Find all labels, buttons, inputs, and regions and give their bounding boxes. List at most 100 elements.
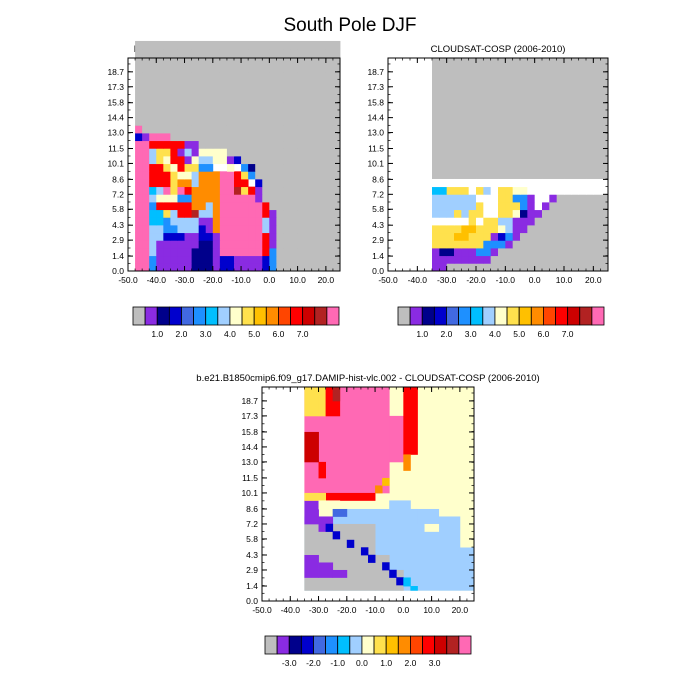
heatmap-cell (262, 79, 270, 88)
heatmap-cell (262, 178, 270, 188)
colorbar-swatch (290, 306, 304, 326)
heatmap-cell (468, 186, 477, 195)
heatmap-cell (234, 194, 242, 203)
heatmap-cell (283, 71, 291, 80)
colorbar-swatch (458, 635, 472, 655)
heatmap-cell (476, 232, 484, 241)
heatmap-cell (191, 140, 200, 149)
heatmap-cell (248, 48, 256, 57)
heatmap-cell (461, 201, 470, 211)
heatmap-cell (212, 171, 221, 180)
heatmap-cell (375, 554, 390, 591)
heatmap-cell (163, 109, 171, 119)
heatmap-cell (311, 109, 320, 119)
heatmap-cell (205, 171, 214, 180)
heatmap-cell (212, 248, 221, 257)
heatmap-cell (198, 48, 207, 57)
heatmap-cell (149, 224, 157, 234)
heatmap-cell (149, 240, 157, 249)
heatmap-cell (534, 240, 543, 249)
heatmap-cell (212, 109, 221, 119)
heatmap-cell (564, 263, 572, 272)
heatmap-cell (468, 209, 477, 218)
heatmap-cell (571, 232, 580, 241)
heatmap-cell (276, 79, 284, 88)
y-tick-label: 13.0 (367, 128, 384, 138)
heatmap-cell (191, 201, 200, 211)
heatmap-cell (163, 102, 171, 111)
colorbar-swatch (276, 635, 290, 655)
heatmap-cell (184, 117, 192, 126)
heatmap-cell (184, 255, 192, 264)
heatmap-cell (255, 148, 263, 157)
heatmap-cell (241, 194, 249, 203)
heatmap-cell (290, 155, 298, 165)
heatmap-cells (304, 387, 475, 591)
heatmap-cell (403, 454, 411, 471)
heatmap-cell (156, 209, 164, 218)
heatmap-cell (198, 240, 207, 249)
heatmap-cell (142, 201, 150, 211)
heatmap-cell (446, 263, 455, 272)
heatmap-cell (283, 48, 291, 57)
heatmap-cell (191, 94, 200, 103)
heatmap-cell (248, 71, 256, 80)
colorbar-swatch (385, 635, 399, 655)
heatmap-cell (212, 155, 221, 165)
heatmap-cell (586, 248, 594, 257)
heatmap-cell (564, 178, 572, 188)
heatmap-cell (571, 209, 580, 218)
heatmap-cell (283, 125, 291, 134)
heatmap-cell (262, 94, 270, 103)
x-tick-label: 10.0 (423, 605, 440, 615)
heatmap-cell (241, 125, 249, 134)
heatmap-cell (304, 240, 313, 249)
heatmap-cell (135, 255, 143, 264)
heatmap-cell (304, 163, 313, 172)
heatmap-cell (262, 63, 270, 73)
x-tick-label: 10.0 (556, 275, 573, 285)
heatmap-cell (205, 48, 214, 57)
heatmap-cell (212, 56, 221, 65)
heatmap-cell (241, 40, 249, 50)
heatmap-cell (476, 186, 484, 195)
heatmap-cell (311, 48, 320, 57)
heatmap-cell (512, 232, 521, 241)
heatmap-cell (283, 117, 291, 126)
heatmap-cell (498, 194, 506, 203)
heatmap-cell (135, 63, 143, 73)
heatmap-cell (556, 209, 565, 218)
heatmap-cell (290, 63, 298, 73)
heatmap-cell (142, 217, 150, 226)
heatmap-cell (177, 186, 185, 195)
colorbar-swatch (434, 635, 448, 655)
heatmap-cell (297, 255, 306, 264)
heatmap-cell (262, 155, 270, 165)
x-tick-label: -10.0 (231, 275, 251, 285)
heatmap-cell (149, 86, 157, 96)
colorbar-label: 4.0 (224, 329, 236, 339)
heatmap-cell (191, 71, 200, 80)
heatmap-cell (149, 263, 157, 272)
heatmap-cell (156, 94, 164, 103)
heatmap-cell (276, 178, 284, 188)
heatmap-cell (332, 201, 341, 211)
heatmap-cell (304, 109, 313, 119)
heatmap-cell (170, 255, 178, 264)
heatmap-cell (297, 217, 306, 226)
heatmap-cell (556, 217, 565, 226)
heatmap-cell (135, 40, 143, 50)
heatmap-cell (311, 240, 320, 249)
heatmap-cell (290, 201, 298, 211)
heatmap-cell (325, 132, 334, 142)
heatmap-cell (142, 248, 150, 257)
heatmap-cell (290, 102, 298, 111)
heatmap-cell (446, 240, 455, 249)
heatmap-cell (505, 263, 514, 272)
heatmap-cell (556, 248, 565, 257)
heatmap-cell (290, 217, 298, 226)
heatmap-cell (219, 109, 228, 119)
heatmap-cell (297, 71, 306, 80)
heatmap-cell (600, 178, 609, 188)
heatmap-cell (290, 171, 298, 180)
